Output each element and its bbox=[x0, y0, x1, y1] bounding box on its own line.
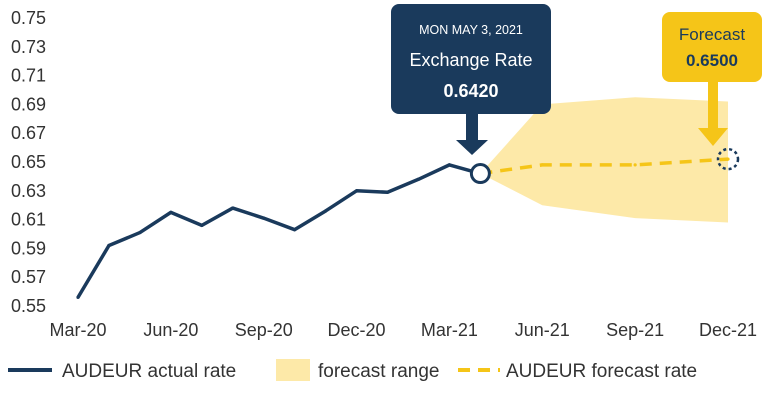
x-tick-label: Dec-20 bbox=[328, 320, 386, 340]
x-tick-label: Dec-21 bbox=[699, 320, 757, 340]
x-axis: Mar-20 Jun-20 Sep-20 Dec-20 Mar-21 Jun-21 Sep-… bbox=[49, 320, 757, 340]
x-tick-label: Sep-20 bbox=[235, 320, 293, 340]
x-tick-label: Sep-21 bbox=[606, 320, 664, 340]
y-tick-label: 0.55 bbox=[11, 296, 46, 316]
x-tick-label: Mar-20 bbox=[49, 320, 106, 340]
y-tick-label: 0.65 bbox=[11, 152, 46, 172]
data-point bbox=[324, 209, 328, 213]
current-rate-date: MON MAY 3, 2021 bbox=[419, 23, 523, 37]
current-rate-title: Exchange Rate bbox=[409, 50, 532, 70]
current-rate-arrow-head bbox=[456, 140, 488, 155]
forecast-callout: Forecast 0.6500 bbox=[662, 12, 762, 171]
data-point bbox=[354, 189, 359, 193]
y-tick-label: 0.75 bbox=[11, 8, 46, 28]
forecast-marker bbox=[716, 147, 740, 171]
forecast-range-area bbox=[480, 97, 728, 223]
forecast-callout-box bbox=[662, 12, 762, 82]
data-point bbox=[200, 223, 204, 227]
y-tick-label: 0.67 bbox=[11, 123, 46, 143]
legend-swatch-range bbox=[276, 359, 310, 381]
data-point bbox=[447, 163, 452, 167]
y-tick-label: 0.73 bbox=[11, 37, 46, 57]
legend-label-forecast: AUDEUR forecast rate bbox=[506, 361, 697, 382]
legend-item-actual: AUDEUR actual rate bbox=[8, 361, 236, 382]
forecast-arrow-head bbox=[698, 128, 728, 146]
legend-label-range: forecast range bbox=[318, 361, 439, 382]
actual-rate-line bbox=[76, 163, 481, 299]
data-point bbox=[107, 243, 111, 248]
x-tick-label: Jun-20 bbox=[143, 320, 198, 340]
legend-label-actual: AUDEUR actual rate bbox=[62, 361, 236, 382]
legend-item-forecast: AUDEUR forecast rate bbox=[458, 361, 697, 382]
y-tick-label: 0.57 bbox=[11, 267, 46, 287]
y-tick-label: 0.69 bbox=[11, 94, 46, 114]
data-point bbox=[633, 163, 637, 167]
y-tick-label: 0.59 bbox=[11, 238, 46, 258]
data-point bbox=[385, 190, 390, 194]
data-point bbox=[76, 295, 80, 299]
current-rate-callout-box bbox=[391, 4, 551, 114]
data-point bbox=[540, 163, 544, 167]
forecast-rate-line bbox=[480, 157, 729, 176]
current-rate-marker bbox=[469, 163, 491, 185]
forecast-callout-value: 0.6500 bbox=[686, 51, 738, 70]
forecast-arrow-stem bbox=[708, 82, 718, 130]
x-tick-label: Jun-21 bbox=[515, 320, 570, 340]
data-point bbox=[138, 230, 142, 235]
legend-item-range: forecast range bbox=[276, 359, 439, 382]
data-point bbox=[416, 177, 421, 181]
y-tick-label: 0.61 bbox=[11, 210, 46, 230]
forecast-callout-title: Forecast bbox=[679, 25, 745, 44]
data-point bbox=[262, 216, 266, 220]
y-tick-label: 0.71 bbox=[11, 66, 46, 86]
y-tick-label: 0.63 bbox=[11, 181, 46, 201]
data-point bbox=[169, 210, 173, 214]
data-point bbox=[293, 228, 297, 232]
data-point bbox=[726, 157, 730, 161]
y-axis: 0.55 0.57 0.59 0.61 0.63 0.65 0.67 0.69 0.71 0.73… bbox=[11, 8, 46, 316]
legend: AUDEUR actual rate forecast range AUDEUR… bbox=[8, 359, 697, 382]
x-tick-label: Mar-21 bbox=[421, 320, 478, 340]
data-point bbox=[231, 206, 235, 210]
actual-rate-points bbox=[76, 163, 482, 299]
current-rate-value: 0.6420 bbox=[443, 81, 498, 101]
current-rate-arrow-stem bbox=[466, 114, 478, 140]
current-rate-callout: MON MAY 3, 2021 Exchange Rate 0.6420 bbox=[391, 4, 551, 185]
